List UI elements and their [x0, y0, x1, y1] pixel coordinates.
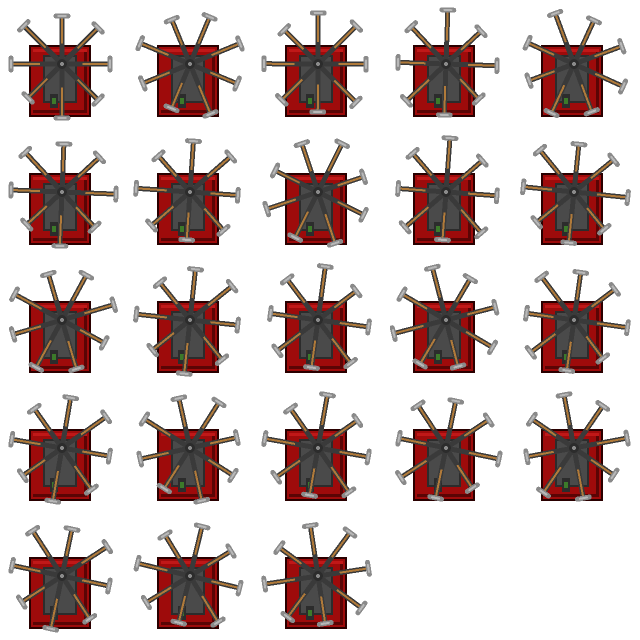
spinning-hammer-trap-icon [261, 391, 372, 501]
trap-sprite-frame [0, 128, 128, 256]
status-light [52, 226, 56, 232]
spinning-hammer-trap-icon [523, 391, 631, 502]
status-light [564, 354, 568, 360]
status-light [308, 610, 312, 616]
trap-sprite-frame [384, 128, 512, 256]
spinning-hammer-trap-icon [262, 138, 369, 248]
trap-sprite-frame [0, 384, 128, 512]
spinning-hammer-trap-icon [395, 7, 500, 118]
trap-sprite-frame [128, 128, 256, 256]
trap-sprite-frame [0, 512, 128, 640]
status-light [180, 482, 184, 488]
status-light [52, 98, 56, 104]
trap-sprite-frame [128, 256, 256, 384]
spinning-hammer-trap-icon [133, 138, 241, 245]
trap-sprite-frame [256, 512, 384, 640]
spinning-hammer-trap-icon [395, 397, 503, 502]
spinning-hammer-trap-icon [8, 269, 118, 374]
status-light [436, 354, 440, 360]
trap-sprite-frame [512, 256, 640, 384]
trap-sprite-frame [256, 256, 384, 384]
spinning-hammer-trap-icon [267, 263, 372, 373]
spinning-hammer-trap-icon [8, 394, 113, 505]
status-light [180, 226, 184, 232]
trap-sprite-frame [384, 256, 512, 384]
trap-sprite-frame [0, 256, 128, 384]
spinning-hammer-trap-icon [520, 141, 631, 246]
spinning-hammer-trap-icon [8, 13, 113, 121]
spinning-hammer-trap-icon [8, 141, 119, 249]
spinning-hammer-trap-icon [135, 12, 245, 119]
spinning-hammer-trap-icon [261, 10, 369, 117]
trap-sprite-frame [384, 384, 512, 512]
status-light [180, 98, 184, 104]
spinning-hammer-trap-icon [395, 135, 500, 245]
spinning-hammer-trap-icon [136, 394, 241, 505]
trap-sprite-frame [512, 384, 640, 512]
status-light [308, 354, 312, 360]
trap-sprite-frame [128, 384, 256, 512]
trap-sprite-frame [256, 128, 384, 256]
status-light [180, 354, 184, 360]
status-light [52, 354, 56, 360]
status-light [564, 482, 568, 488]
spinning-hammer-trap-icon [261, 522, 372, 629]
spinning-hammer-trap-icon [133, 266, 241, 377]
spinning-hammer-trap-icon [133, 522, 244, 629]
status-light [436, 98, 440, 104]
status-light [436, 226, 440, 232]
trap-sprite-frame [0, 0, 128, 128]
trap-sprite-frame [128, 0, 256, 128]
trap-sprite-frame [512, 128, 640, 256]
trap-sprite-frame [512, 0, 640, 128]
spinning-hammer-trap-icon [523, 269, 631, 374]
spinning-hammer-trap-icon [389, 263, 500, 373]
status-light [308, 226, 312, 232]
status-light [564, 98, 568, 104]
trap-sprite-frame [256, 384, 384, 512]
trap-sprite-frame [384, 0, 512, 128]
status-light [308, 98, 312, 104]
trap-sprite-frame [128, 512, 256, 640]
status-light [564, 226, 568, 232]
spinning-hammer-trap-icon [8, 524, 114, 633]
spinning-hammer-trap-icon [522, 8, 629, 119]
trap-sprite-frame [256, 0, 384, 128]
